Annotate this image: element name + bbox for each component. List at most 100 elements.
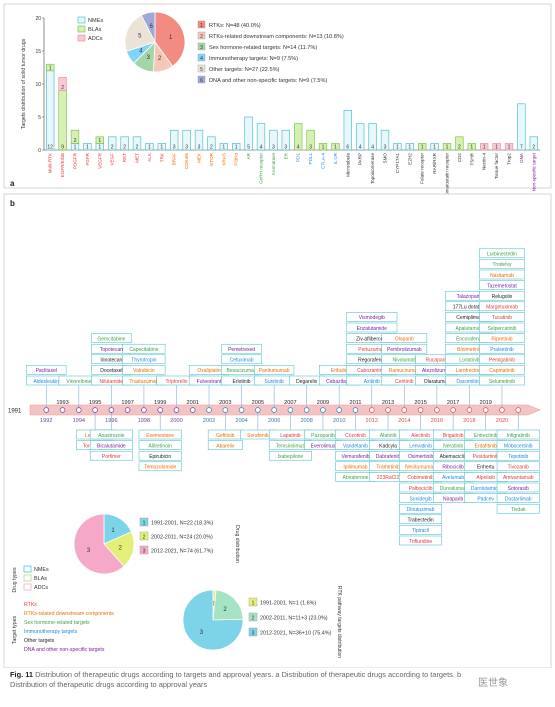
bar-blas — [306, 129, 315, 151]
drug-name: Dabrafenib — [376, 454, 401, 460]
drug-name: Ziv-aflibercept — [356, 336, 388, 342]
figure-caption: Fig. 11 Distribution of therapeutic drug… — [10, 670, 480, 690]
drug-name: Pazopanib — [311, 433, 335, 439]
bar-value-label: 3 — [284, 145, 287, 151]
year-marker — [222, 407, 229, 413]
year-marker — [189, 407, 196, 413]
drug-name: Temozolomide — [144, 465, 176, 471]
drug-name: Vemurafenib — [341, 454, 369, 460]
year-marker — [255, 407, 261, 413]
drug-name: Capecitabine — [129, 347, 158, 353]
year-marker — [124, 407, 131, 413]
drug-name: Ripretinib — [491, 336, 512, 342]
drug-name: Sorafenib — [247, 433, 269, 439]
year-marker — [499, 407, 505, 413]
panel-a-label: a — [10, 179, 15, 188]
bar-value-label: 2 — [123, 145, 126, 151]
year-marker — [271, 407, 277, 413]
pie-legend-num: 6 — [200, 78, 203, 84]
rtk-pie-swatch — [248, 612, 258, 622]
year-marker — [320, 407, 326, 413]
year-label-bottom: 2016 — [431, 418, 443, 424]
year-marker — [303, 407, 310, 413]
legend-swatch-nmes — [77, 16, 86, 24]
rtk-pie-text: 2002-2011, N=11+3 (23.0%) — [260, 616, 328, 622]
drug-group-2007: Lapatinib Temsirolimus Ixabepilone — [268, 429, 312, 461]
category-label: RET — [122, 153, 127, 162]
drug-name: Tipiracil — [412, 528, 429, 534]
category-label: ALK — [147, 152, 152, 162]
drug-name: Cemiplimab — [456, 315, 483, 321]
bar-value-label: 3 — [272, 145, 275, 151]
rtk-pie-group: 1 2 3 1 1991-2001, N=1 (1.6%) 2 2002-2011, N=1… — [180, 584, 342, 658]
drug-name: Exemestane — [146, 433, 174, 439]
bar-value-label: 4 — [297, 145, 300, 151]
drug-box — [122, 343, 166, 354]
bar-blas — [95, 136, 104, 144]
drug-box — [221, 343, 262, 354]
bar-nmes — [157, 143, 166, 151]
bar-value-label: 2 — [111, 145, 114, 151]
bar-blas — [442, 143, 452, 151]
category-label: SMO — [383, 153, 388, 164]
drug-name: Trodelvy — [492, 262, 511, 268]
drug-name: Vismodegib — [359, 315, 385, 321]
drug-box — [346, 312, 398, 322]
drug-box — [26, 365, 67, 375]
bar-nmes — [46, 70, 55, 151]
year-label-bottom: 2020 — [496, 418, 508, 424]
year-label-bottom: 2004 — [235, 418, 247, 424]
year-label-bottom: 2006 — [268, 418, 280, 424]
drug-box — [138, 440, 182, 450]
pie-legend-text: Other targets: N=27 (22.5%) — [209, 67, 280, 73]
year-label-top: 2021 — [512, 400, 524, 406]
bar-value-label: 4 — [371, 145, 374, 151]
drug-box — [381, 343, 428, 354]
target-type-label: Sex hormone-related targets — [24, 620, 90, 626]
caption-text: Distribution of therapeutic drugs accord… — [10, 670, 462, 689]
bar-value-label: 2 — [61, 85, 64, 91]
bar-value-label: 2 — [74, 138, 77, 144]
targets-pie-slice — [124, 14, 156, 52]
y-tick-label: 15 — [35, 49, 41, 55]
drug-name: Ceritinib — [395, 379, 414, 385]
bar-nmes — [380, 129, 390, 151]
year-pie-text: 2012-2021, N=74 (61.7%) — [151, 549, 213, 555]
bar-value-label: 1 — [508, 145, 511, 151]
pie-legend-text: DNA and other non-specific targets: N=9 … — [209, 78, 327, 84]
drug-box — [496, 482, 540, 493]
pie-legend-text: Immunotherapy targets: N=9 (7.5%) — [209, 56, 298, 62]
drug-name: Abarelix — [216, 443, 235, 449]
drug-name: Selumetinib — [489, 379, 515, 385]
year-label-top: 2009 — [317, 400, 329, 406]
year-pie-title: Drug distribution — [234, 525, 240, 563]
drug-name: Durvalumab — [440, 486, 467, 492]
year-marker — [238, 407, 245, 413]
bar-value-label: 1 — [86, 145, 89, 151]
category-label: TRK — [159, 152, 164, 162]
pie-legend-swatch — [197, 31, 206, 40]
drug-name: Cetuximab — [230, 358, 254, 364]
bar-blas — [70, 129, 80, 144]
drug-name: Temsirolimus — [276, 443, 306, 449]
drug-name: Oxaliplatin — [197, 368, 221, 374]
drug-name: Crizotinib — [345, 433, 366, 439]
drug-name: Gemcitabine — [97, 336, 125, 342]
bar-nmes — [281, 129, 290, 151]
drug-name: Eribulin — [331, 368, 348, 374]
drug-type-label: ADCs — [34, 585, 48, 591]
bar-value-label: 9 — [61, 145, 64, 151]
drug-name: Regorafenib — [358, 358, 385, 364]
bar-blas — [46, 63, 55, 72]
category-label: CDK4/6 — [184, 153, 189, 170]
y-tick-label: 20 — [35, 16, 41, 22]
drug-group-2018: Talazoparib 177Lu dotatate Cemiplimab Apalu… — [445, 290, 494, 386]
year-marker — [141, 407, 147, 413]
drug-box — [254, 365, 295, 375]
drug-box — [479, 322, 525, 333]
watermark: 医世象 — [478, 678, 508, 689]
y-tick-label: 0 — [38, 148, 41, 154]
drug-group-2008: Degarelix — [289, 375, 325, 386]
drug-name: Bicalutamide — [97, 443, 126, 449]
drug-box — [138, 450, 182, 461]
